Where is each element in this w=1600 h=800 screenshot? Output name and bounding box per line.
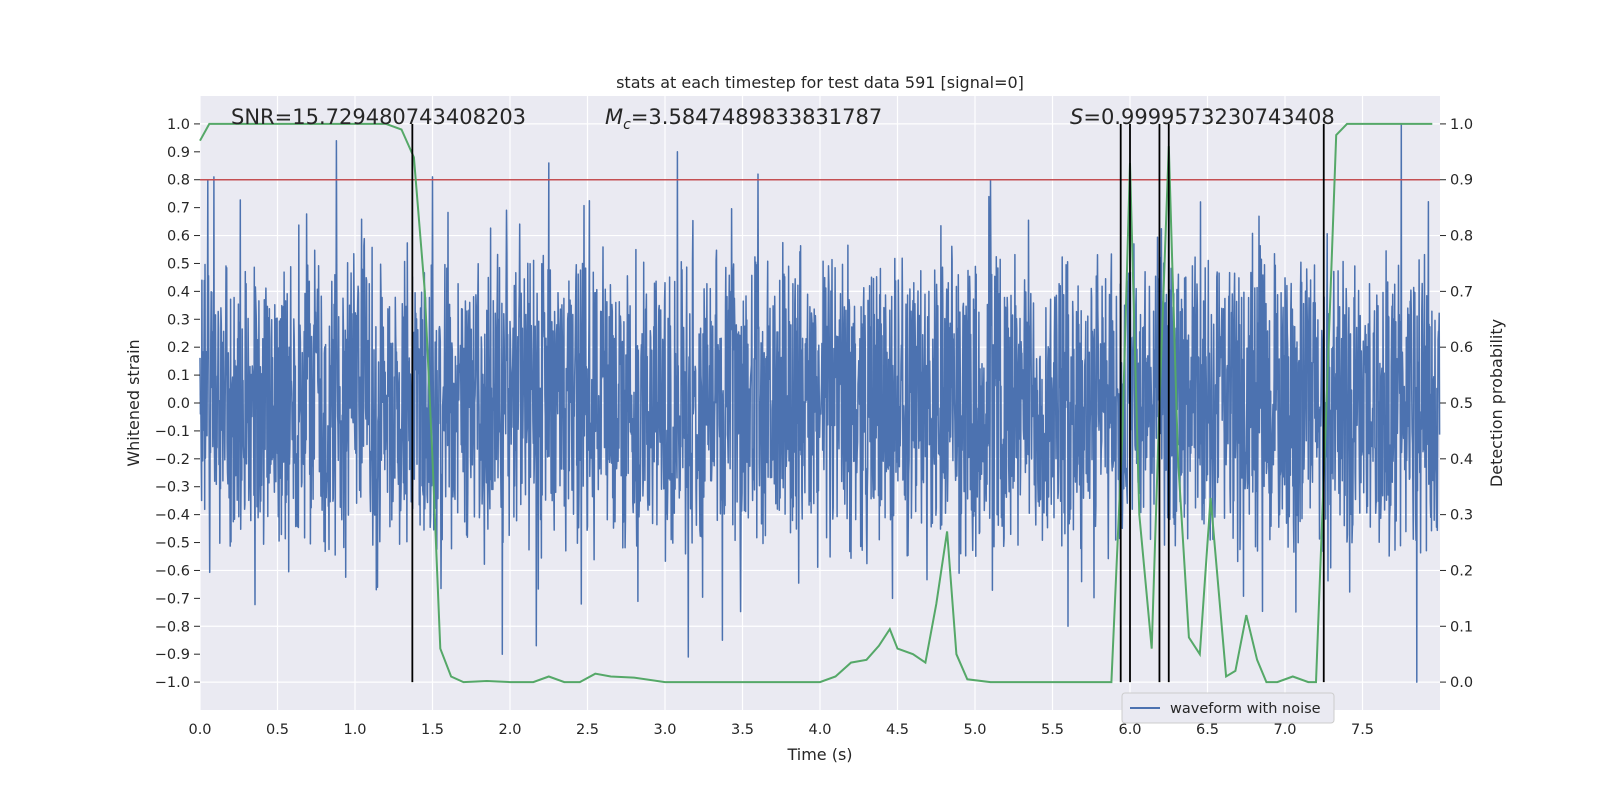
y-tick-label: 0.0: [167, 396, 190, 412]
x-tick-label: 1.5: [421, 722, 444, 738]
x-tick-label: 2.5: [576, 722, 599, 738]
y-axis-label: Whitened strain: [124, 339, 143, 466]
y2-tick-label: 0.1: [1450, 619, 1473, 635]
x-tick-label: 5.0: [963, 722, 986, 738]
y2-tick-label: 0.8: [1450, 229, 1473, 245]
y-tick-label: −0.2: [155, 452, 190, 468]
x-tick-label: 5.5: [1041, 722, 1064, 738]
chirp-mass-value: =3.5847489833831787: [631, 105, 882, 129]
y2-tick-label: 0.0: [1450, 675, 1473, 691]
y2-tick-label: 0.5: [1450, 396, 1473, 412]
chirp-mass-symbol: M: [605, 105, 623, 129]
y-tick-label: −0.6: [155, 563, 190, 579]
y-tick-label: −0.1: [155, 424, 190, 440]
x-tick-label: 6.5: [1196, 722, 1219, 738]
y-tick-label: 1.0: [167, 117, 190, 133]
y2-tick-label: 1.0: [1450, 117, 1473, 133]
y-tick-label: 0.5: [167, 256, 190, 272]
y-tick-label: −0.5: [155, 536, 190, 552]
y-tick-label: −0.9: [155, 647, 190, 663]
y-tick-label: −0.3: [155, 480, 190, 496]
legend-box: [1121, 692, 1335, 724]
s-symbol: S: [1070, 105, 1083, 129]
y2-axis-label: Detection probability: [1487, 319, 1506, 487]
y2-tick-label: 0.9: [1450, 173, 1473, 189]
event-lines: [411, 123, 1325, 683]
legend-label: waveform with noise: [1170, 701, 1321, 717]
x-tick-label: 0.5: [266, 722, 289, 738]
y-tick-label: 0.3: [167, 312, 190, 328]
x-tick-label: 4.5: [886, 722, 909, 738]
y-tick-label: 0.7: [167, 201, 190, 217]
legend: waveform with noise: [1121, 692, 1335, 724]
x-tick-label: 1.0: [343, 722, 366, 738]
x-axis-ticks: 0.0 0.5 1.0 1.5 2.0 2.5 3.0 3.5 4.0 4.5 5.0 5.5 6.0 6…: [188, 722, 1374, 738]
x-tick-label: 6.0: [1118, 722, 1141, 738]
y-tick-label: 0.1: [167, 368, 190, 384]
x-tick-label: 7.0: [1273, 722, 1296, 738]
y2-tick-label: 0.4: [1450, 452, 1473, 468]
chirp-mass-subscript: c: [623, 117, 631, 133]
y-tick-label: 0.6: [167, 229, 190, 245]
x-tick-label: 4.0: [808, 722, 831, 738]
y-axis-ticks: 1.0 0.9 0.8 0.7 0.6 0.5 0.4 0.3 0.2 0.1 0.0 −0.1 −0.…: [155, 117, 200, 691]
s-annotation: S=0.9999573230743408: [1070, 105, 1335, 129]
y2-tick-label: 0.2: [1450, 563, 1473, 579]
y-tick-label: −0.8: [155, 619, 190, 635]
snr-annotation: SNR=15.729480743408203: [231, 105, 526, 129]
y2-tick-label: 0.6: [1450, 340, 1473, 356]
chart-title: stats at each timestep for test data 591…: [616, 73, 1024, 92]
y-tick-label: 0.4: [167, 284, 190, 300]
x-tick-label: 2.0: [498, 722, 521, 738]
x-tick-label: 7.5: [1351, 722, 1374, 738]
x-tick-label: 3.5: [731, 722, 754, 738]
detection-probability-line: [199, 122, 1433, 684]
y-tick-label: 0.2: [167, 340, 190, 356]
y-tick-label: −0.7: [155, 591, 190, 607]
waveform-line: [199, 123, 1441, 683]
s-value: =0.9999573230743408: [1083, 105, 1334, 129]
y2-axis-ticks: 1.0 0.9 0.8 0.7 0.6 0.5 0.4 0.3 0.2 0.1 0.0: [1440, 117, 1473, 691]
x-tick-label: 3.0: [653, 722, 676, 738]
waveform-series: [199, 123, 1441, 683]
y2-tick-label: 0.3: [1450, 508, 1473, 524]
y2-tick-label: 0.7: [1450, 284, 1473, 300]
y-tick-label: 0.8: [167, 173, 190, 189]
y-tick-label: 0.9: [167, 145, 190, 161]
x-axis-label: Time (s): [786, 745, 852, 764]
y-tick-label: −0.4: [155, 508, 190, 524]
y-tick-label: −1.0: [155, 675, 190, 691]
chirp-mass-annotation: Mc=3.5847489833831787: [605, 105, 882, 133]
x-tick-label: 0.0: [188, 722, 211, 738]
